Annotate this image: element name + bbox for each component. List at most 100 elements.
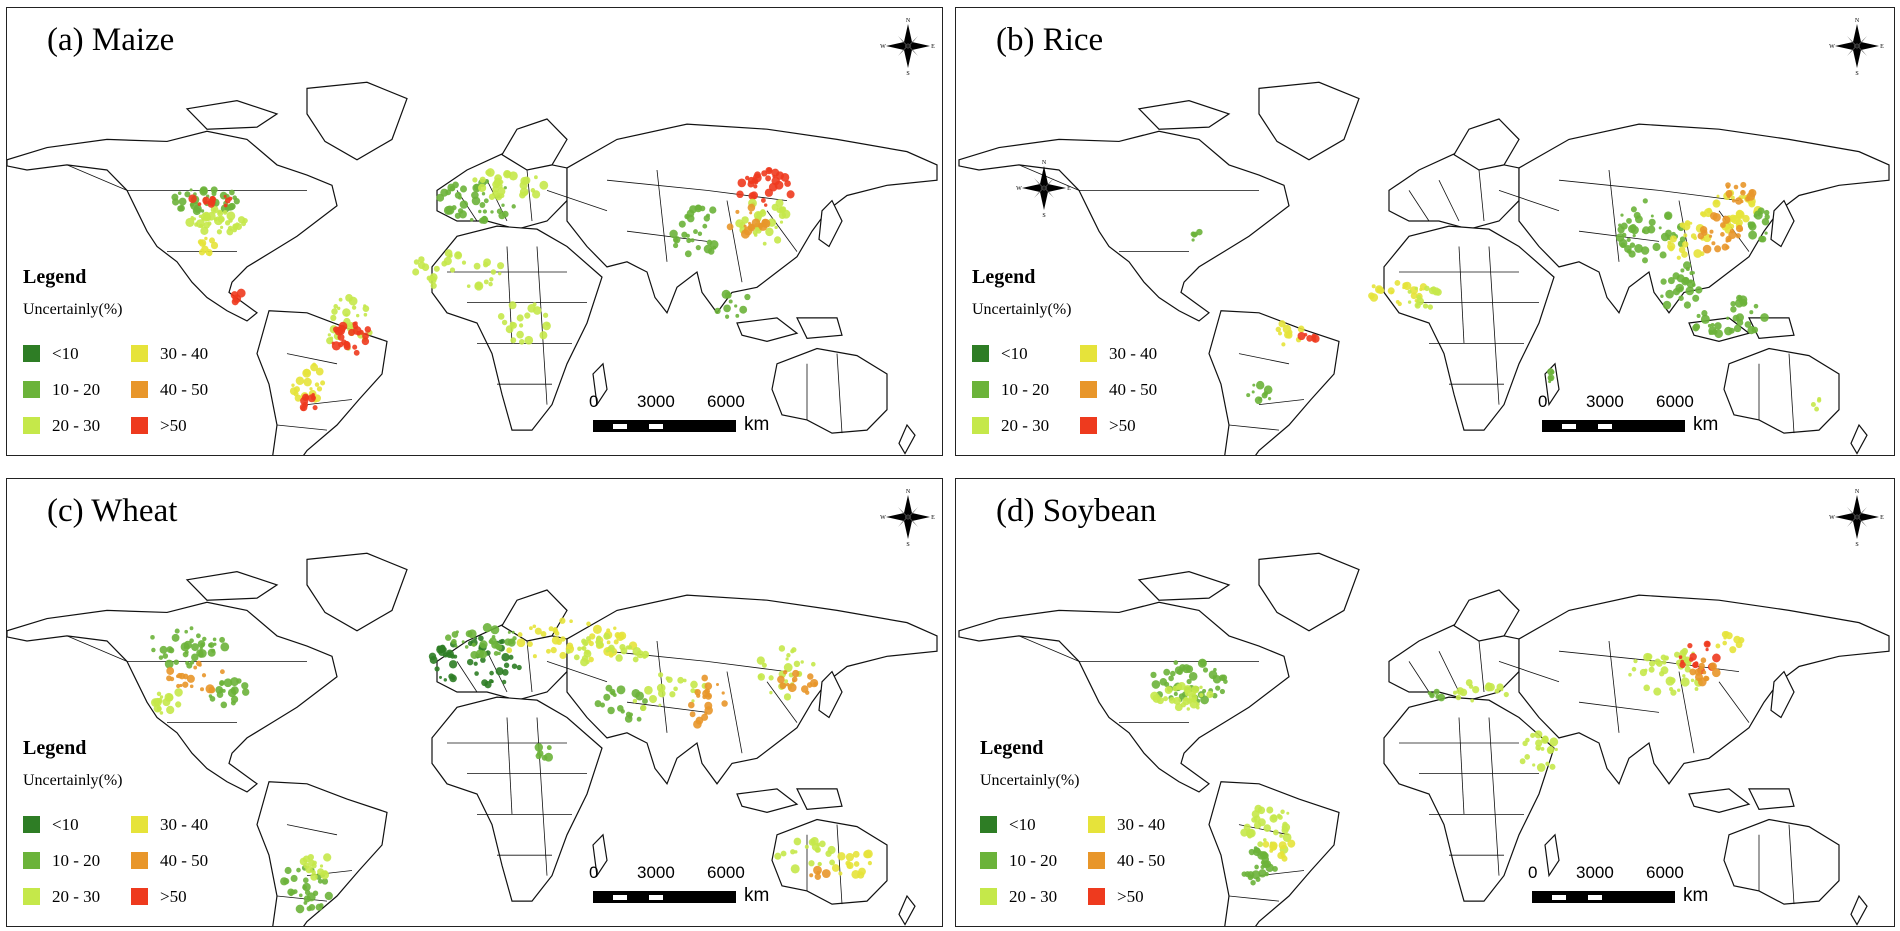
- svg-text:S: S: [1042, 213, 1045, 218]
- legend-label: 30 - 40: [1117, 815, 1166, 834]
- svg-text:N: N: [1855, 489, 1860, 495]
- scale-unit: km: [744, 414, 770, 435]
- legend-swatch: [23, 417, 40, 435]
- legend-item: >50: [131, 886, 187, 908]
- svg-text:W: W: [880, 44, 886, 50]
- panel-title: (c) Wheat: [47, 493, 178, 529]
- legend-item: 10 - 20: [980, 850, 1057, 872]
- legend-item: >50: [131, 415, 187, 437]
- legend-title: Legend: [23, 737, 87, 759]
- legend-label: 30 - 40: [160, 344, 209, 363]
- scale-tick-label: 0: [589, 863, 599, 882]
- legend-label: 10 - 20: [52, 851, 101, 870]
- legend-item: 10 - 20: [23, 850, 100, 872]
- legend-item: <10: [972, 343, 1028, 365]
- north-arrow-icon: N S E W: [880, 487, 936, 552]
- scale-tick-label: 6000: [707, 392, 745, 411]
- legend-label: 20 - 30: [52, 416, 101, 435]
- legend-item: 40 - 50: [1088, 850, 1165, 872]
- svg-text:N: N: [906, 18, 911, 24]
- legend-subtitle: Uncertainly(%): [23, 301, 123, 318]
- scale-tick-label: 3000: [1586, 392, 1624, 411]
- scale-bar-segment: [649, 895, 663, 900]
- legend-swatch: [131, 417, 148, 435]
- map-panel-soybean: (d) Soybean N S E W Legend Uncertainly(%)…: [955, 478, 1895, 927]
- legend-swatch: [1088, 816, 1105, 834]
- legend-swatch: [23, 852, 40, 870]
- svg-text:W: W: [1829, 515, 1835, 521]
- legend-item: 40 - 50: [131, 379, 208, 401]
- scale-bar-segment: [613, 424, 627, 429]
- svg-text:E: E: [1880, 515, 1884, 521]
- legend-swatch: [23, 816, 40, 834]
- legend-label: >50: [1117, 887, 1144, 906]
- scale-bar-segment: [1552, 895, 1566, 900]
- legend-item: 20 - 30: [972, 415, 1049, 437]
- legend-subtitle: Uncertainly(%): [23, 772, 123, 789]
- svg-text:E: E: [931, 44, 935, 50]
- svg-text:N: N: [1042, 160, 1047, 166]
- north-arrow-icon: N S E W: [1829, 16, 1885, 81]
- world-map: [7, 81, 938, 455]
- legend-swatch: [131, 816, 148, 834]
- legend-swatch: [972, 381, 989, 399]
- scale-bar-segment: [1562, 424, 1576, 429]
- legend-swatch: [131, 888, 148, 906]
- legend-label: >50: [1109, 416, 1136, 435]
- map-panel-rice: (b) Rice N S E W N S E W Legend Uncertain…: [955, 7, 1895, 456]
- scale-tick-label: 0: [1528, 863, 1538, 882]
- legend-label: 40 - 50: [1109, 380, 1158, 399]
- legend-item: 20 - 30: [23, 415, 100, 437]
- scale-bar-segment: [1588, 895, 1602, 900]
- scale-bar: 0 3000 6000 km: [589, 392, 789, 452]
- legend-item: 30 - 40: [1088, 814, 1165, 836]
- panel-title: (d) Soybean: [996, 493, 1157, 529]
- legend-subtitle: Uncertainly(%): [972, 301, 1072, 318]
- scale-tick-label: 6000: [1646, 863, 1684, 882]
- legend-item: 30 - 40: [131, 343, 208, 365]
- legend: Legend Uncertainly(%) <10 10 - 20 20 - 30 30 …: [972, 266, 1157, 435]
- legend: Legend Uncertainly(%) <10 10 - 20 20 - 30 30 …: [23, 737, 208, 906]
- legend: Legend Uncertainly(%) <10 10 - 20 20 - 30 30 …: [980, 737, 1165, 906]
- legend-swatch: [1080, 345, 1097, 363]
- legend-swatch: [1088, 888, 1105, 906]
- world-map: [958, 552, 1890, 926]
- north-arrow-icon: N S E W: [880, 16, 936, 81]
- legend-label: >50: [160, 416, 187, 435]
- legend-title: Legend: [980, 737, 1044, 759]
- legend-swatch: [980, 816, 997, 834]
- scale-bar-segment: [1598, 424, 1612, 429]
- scale-bar-graphic: [1542, 420, 1685, 432]
- scale-bar-graphic: [593, 420, 736, 432]
- legend-label: 40 - 50: [160, 380, 209, 399]
- legend-item: 10 - 20: [972, 379, 1049, 401]
- svg-text:S: S: [1855, 71, 1858, 76]
- scale-bar-graphic: [593, 891, 736, 903]
- legend-item: 20 - 30: [23, 886, 100, 908]
- legend-item: 40 - 50: [1080, 379, 1157, 401]
- legend-label: 30 - 40: [1109, 344, 1158, 363]
- legend-label: 10 - 20: [1009, 851, 1058, 870]
- scale-bar: 0 3000 6000 km: [589, 863, 789, 923]
- world-map: [958, 81, 1890, 455]
- scale-unit: km: [1683, 885, 1709, 906]
- legend-label: <10: [1001, 344, 1028, 363]
- legend-item: 30 - 40: [1080, 343, 1157, 365]
- legend: Legend Uncertainly(%) <10 10 - 20 20 - 30 30 …: [23, 266, 208, 435]
- scale-bar: 0 3000 6000 km: [1528, 863, 1728, 923]
- map-panel-wheat: (c) Wheat N S E W Legend Uncertainly(%) <1…: [6, 478, 943, 927]
- panel-title: (b) Rice: [996, 22, 1104, 58]
- legend-label: <10: [1009, 815, 1036, 834]
- legend-title: Legend: [23, 266, 87, 288]
- svg-text:E: E: [1880, 44, 1884, 50]
- legend-swatch: [980, 888, 997, 906]
- legend-label: 10 - 20: [1001, 380, 1050, 399]
- scale-unit: km: [744, 885, 770, 906]
- legend-swatch: [131, 345, 148, 363]
- legend-label: 20 - 30: [52, 887, 101, 906]
- legend-swatch: [972, 417, 989, 435]
- scale-bar-segment: [613, 895, 627, 900]
- svg-text:S: S: [906, 542, 909, 547]
- legend-item: <10: [23, 814, 79, 836]
- map-panel-maize: (a) Maize N S E W Legend Uncertainly(%) <1…: [6, 7, 943, 456]
